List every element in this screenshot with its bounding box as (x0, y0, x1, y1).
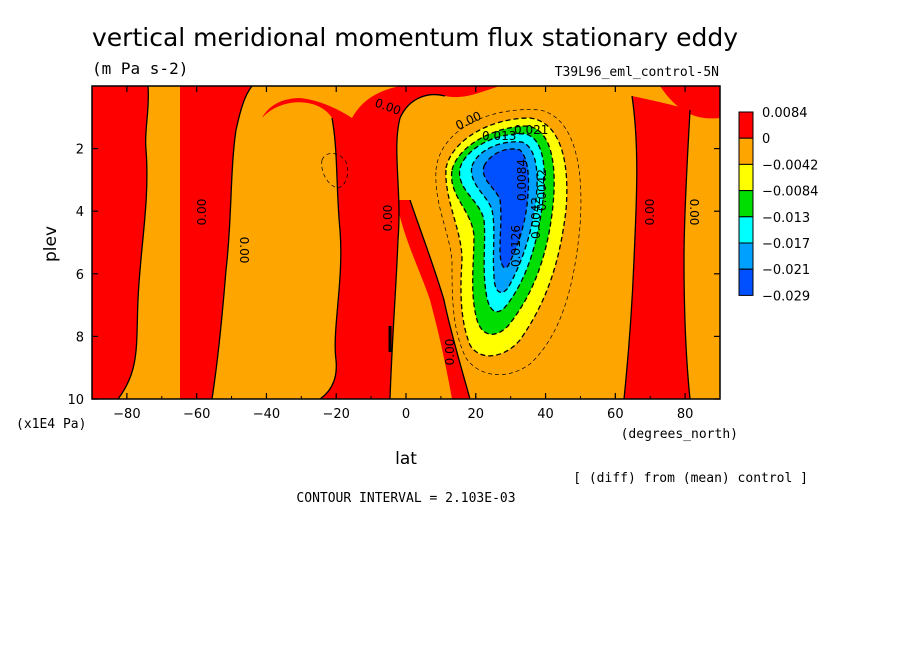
colorbar: 0.0084 0 −0.0042 −0.0084 −0.013 −0.017 −0.021 −… (738, 106, 818, 304)
colorbar-label: 0.0084 (762, 106, 808, 121)
y-tick-label: 8 (76, 330, 84, 345)
diff-note: [ (diff) from (mean) control ] (573, 471, 808, 486)
y-axis-label: plev (41, 226, 61, 262)
heatmap-field (92, 86, 720, 399)
y-tick-label: 2 (76, 143, 84, 158)
colorbar-swatch (738, 268, 754, 296)
x-axis: −80 −60 −40 −20 0 20 40 60 80 (91, 86, 721, 422)
colorbar-label: −0.029 (762, 289, 810, 304)
colorbar-swatch (738, 242, 754, 270)
contour-interval: CONTOUR INTERVAL = 2.103E-03 (296, 491, 515, 506)
colorbar-swatch (738, 190, 754, 218)
x-tick-label: −60 (183, 407, 210, 422)
contour-label: 0.00 (195, 199, 209, 226)
region-positive-sh-polar (92, 86, 149, 399)
y-tick-label: 4 (76, 205, 84, 220)
colorbar-swatch (738, 137, 754, 165)
y-axis: 2 4 6 8 10 (67, 143, 720, 408)
region-positive-nh-high (624, 96, 690, 399)
colorbar-label: −0.017 (762, 237, 810, 252)
contour-label: 0.0126 (509, 225, 523, 267)
chart-title: vertical meridional momentum flux statio… (92, 23, 738, 52)
contour-label: 0.0042 (529, 197, 543, 239)
region-positive-equator (396, 200, 470, 399)
colorbar-swatch (738, 111, 754, 139)
x-tick-label: −40 (253, 407, 280, 422)
negative-contours (445, 117, 568, 357)
y-tick-label: 10 (67, 393, 84, 408)
region-neg-blue (483, 148, 529, 268)
x-axis-label: lat (395, 449, 417, 469)
colorbar-label: 0 (762, 132, 770, 147)
x-tick-label: −80 (113, 407, 140, 422)
x-tick-label: −20 (323, 407, 350, 422)
contour-label: 0.013 (482, 129, 516, 143)
region-positive-sh-mid (180, 86, 252, 399)
contour-label: 0.021 (514, 123, 548, 137)
contour-label: 0.00 (443, 339, 457, 366)
colorbar-swatch (738, 216, 754, 244)
region-positive-tropics (262, 86, 500, 399)
x-tick-label: 20 (468, 407, 485, 422)
colorbar-label: −0.0042 (762, 158, 818, 173)
run-label: T39L96_eml_control-5N (555, 65, 719, 80)
x-tick-label: 0 (402, 407, 410, 422)
x-axis-units: (degrees_north) (621, 427, 738, 442)
contour-label: 0.00 (687, 199, 701, 226)
contour-label: 0.00 (381, 205, 395, 232)
y-axis-units: (x1E4 Pa) (16, 417, 86, 432)
contour-label: 0.00 (237, 237, 251, 264)
colorbar-label: −0.013 (762, 211, 810, 226)
x-tick-label: 60 (607, 407, 624, 422)
y-tick-label: 6 (76, 268, 84, 283)
chart-units: (m Pa s-2) (92, 59, 188, 78)
colorbar-swatch (738, 163, 754, 192)
colorbar-label: −0.021 (762, 263, 810, 278)
contour-lines (117, 86, 691, 399)
contour-label: 0.0042 (535, 169, 549, 211)
x-tick-label: 40 (537, 407, 554, 422)
region-positive-corner (660, 86, 720, 119)
contour-label: 0.00 (643, 199, 657, 226)
colorbar-label: −0.0084 (762, 185, 818, 200)
x-tick-label: 80 (677, 407, 694, 422)
contour-label: 0.0084 (515, 159, 529, 201)
